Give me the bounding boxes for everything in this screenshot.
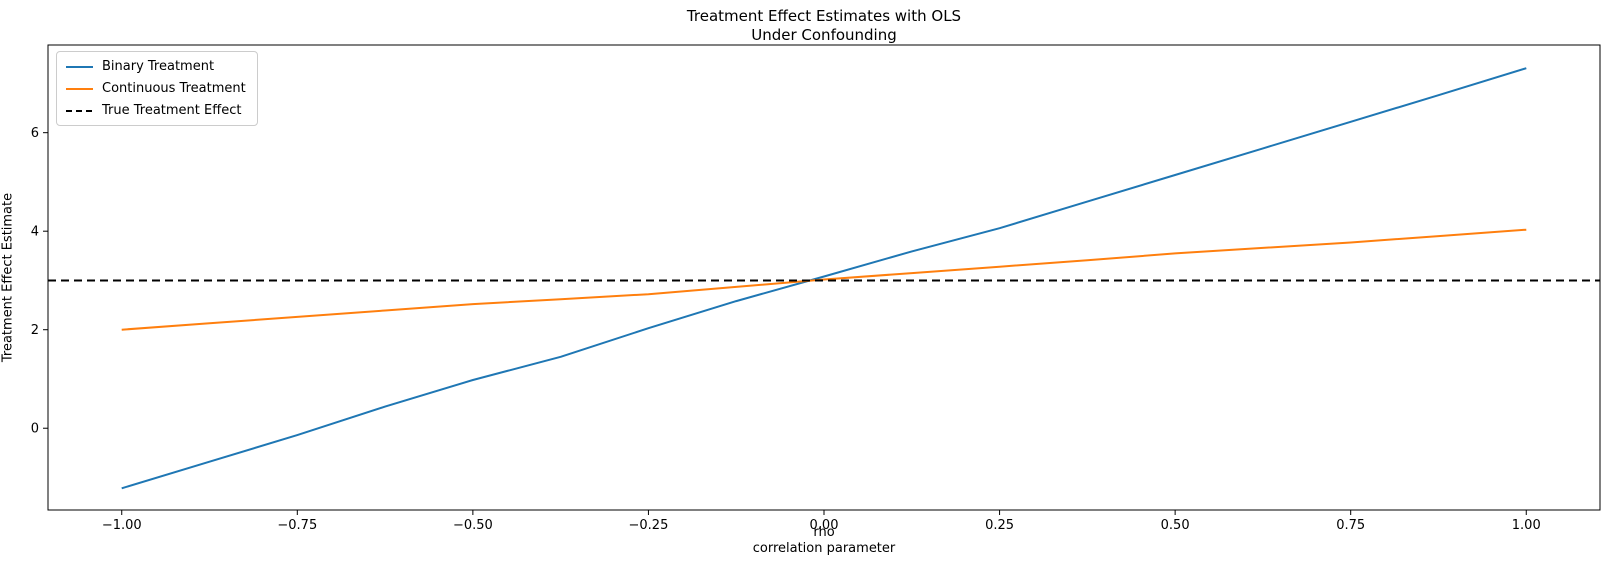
y-tick-label: 0 (31, 422, 39, 437)
continuous-treatment-line-icon (66, 87, 93, 90)
legend-label-binary: Binary Treatment (102, 59, 215, 74)
legend-label-continuous: Continuous Treatment (102, 81, 246, 96)
series-line-binary-treatment (121, 67, 1527, 490)
legend-label-true-effect: True Treatment Effect (102, 103, 242, 118)
x-tick-label: 0.25 (985, 518, 1014, 533)
x-tick-label: 0.50 (1161, 518, 1190, 533)
x-tick-label: 0.00 (810, 518, 839, 533)
legend-item-true-effect: True Treatment Effect (66, 103, 246, 118)
x-axis-label: rho correlation parameter (48, 525, 1600, 557)
x-tick-label: −0.75 (277, 518, 317, 533)
binary-treatment-line-icon (66, 65, 93, 68)
chart-title-line1: Treatment Effect Estimates with OLS (686, 7, 962, 25)
legend: Binary Treatment Continuous Treatment Tr… (56, 51, 258, 126)
chart-title-line2: Under Confounding (751, 26, 897, 44)
x-tick-label: 1.00 (1512, 518, 1541, 533)
x-tick-label: −0.50 (453, 518, 493, 533)
chart-title: Treatment Effect Estimates with OLS Unde… (48, 7, 1600, 45)
y-tick-label: 4 (31, 225, 39, 240)
x-tick-label: −1.00 (102, 518, 142, 533)
x-tick-label: 0.75 (1336, 518, 1365, 533)
series-line-continuous-treatment (121, 228, 1527, 331)
true-treatment-effect-line-icon (66, 109, 93, 112)
legend-item-continuous: Continuous Treatment (66, 81, 246, 96)
x-axis-label-line1: rho (813, 525, 835, 540)
legend-item-binary: Binary Treatment (66, 59, 246, 74)
y-axis-label: Treatment Effect Estimate (0, 192, 16, 363)
x-axis-label-line2: correlation parameter (752, 541, 896, 556)
x-tick-label: −0.25 (629, 518, 669, 533)
y-tick-label: 6 (31, 126, 39, 141)
y-tick-label: 2 (31, 323, 39, 338)
